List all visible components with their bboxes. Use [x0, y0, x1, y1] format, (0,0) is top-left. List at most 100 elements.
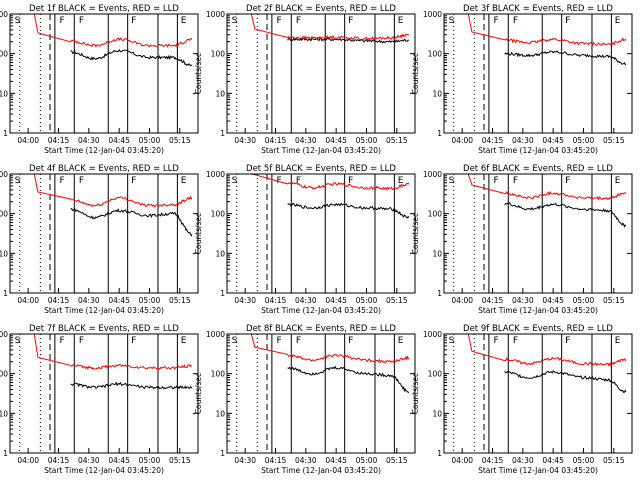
y-tick-label: 1000 [206, 330, 225, 339]
x-tick-label: 04:00 [17, 136, 39, 145]
x-tick-label: 05:00 [356, 296, 378, 305]
x-tick-label: 05:15 [603, 456, 625, 465]
y-tick-label: 10 [432, 409, 442, 418]
events-series-line [287, 365, 410, 394]
x-tick-label: 04:30 [234, 296, 256, 305]
panel-title: Det 8f BLACK = Events, RED = LLD [246, 324, 396, 334]
y-tick-label: 1 [3, 289, 8, 298]
flag-letter: F [277, 336, 282, 346]
x-tick-label: 04:15 [265, 296, 287, 305]
panel-det-2: Det 2f BLACK = Events, RED = LLD Counts/s… [194, 4, 416, 155]
y-tick-label: 100 [211, 370, 226, 379]
y-tick-label: 1 [220, 129, 225, 138]
x-axis-label: Start Time (12-Jan-04 03:45:20) [261, 146, 381, 155]
y-axis-label: Counts/sec [411, 373, 420, 414]
x-axis-label: Start Time (12-Jan-04 03:45:20) [478, 146, 598, 155]
plot-frame [443, 333, 633, 454]
flag-letter: F [60, 336, 65, 346]
y-tick-label: 1000 [423, 10, 442, 19]
y-tick-label: 1000 [0, 170, 8, 179]
flag-letter: S [15, 16, 21, 26]
events-series-line [70, 207, 193, 237]
flag-letter: F [494, 16, 499, 26]
y-tick-label: 1000 [423, 170, 442, 179]
x-tick-label: 05:00 [139, 136, 161, 145]
x-tick-label: 05:00 [139, 296, 161, 305]
x-tick-label: 05:00 [356, 136, 378, 145]
x-tick-label: 05:00 [573, 296, 595, 305]
x-axis-label: Start Time (12-Jan-04 03:45:20) [478, 466, 598, 475]
panel-det-3: Det 3f BLACK = Events, RED = LLD Counts/s… [411, 4, 633, 155]
y-tick-label: 1000 [206, 170, 225, 179]
plot-frame [9, 13, 199, 134]
x-tick-label: 04:30 [234, 136, 256, 145]
flag-letter: F [494, 176, 499, 186]
flag-letter: F [494, 336, 499, 346]
flag-letter: F [296, 176, 301, 186]
flag-letter: S [232, 176, 238, 186]
lld-series-line [251, 173, 410, 191]
flag-letter: F [565, 176, 570, 186]
x-tick-label: 04:00 [451, 136, 473, 145]
y-tick-label: 1000 [423, 330, 442, 339]
y-tick-label: 100 [0, 50, 8, 59]
x-tick-label: 04:15 [48, 136, 70, 145]
plot-frame [226, 333, 416, 454]
x-tick-label: 04:45 [325, 296, 347, 305]
flag-letter: S [232, 336, 238, 346]
x-axis-label: Start Time (12-Jan-04 03:45:20) [478, 306, 598, 315]
x-tick-label: 04:30 [295, 456, 317, 465]
y-tick-label: 100 [428, 50, 443, 59]
y-tick-label: 100 [211, 210, 226, 219]
flag-letter: F [79, 336, 84, 346]
panel-det-5: Det 5f BLACK = Events, RED = LLD Counts/s… [194, 164, 416, 315]
x-tick-label: 05:15 [386, 296, 408, 305]
y-tick-label: 10 [0, 409, 8, 418]
plot-frame [226, 13, 416, 134]
x-tick-label: 04:30 [512, 456, 534, 465]
y-tick-label: 1 [437, 289, 442, 298]
flag-letter: F [131, 16, 136, 26]
flag-letter: F [60, 176, 65, 186]
y-tick-label: 1 [3, 449, 8, 458]
x-tick-label: 04:45 [325, 456, 347, 465]
x-tick-label: 04:45 [542, 456, 564, 465]
events-series-line [287, 202, 410, 219]
x-tick-label: 04:30 [512, 136, 534, 145]
flag-letter: E [398, 16, 404, 26]
x-tick-label: 04:30 [78, 296, 100, 305]
x-tick-label: 04:30 [295, 296, 317, 305]
panel-title: Det 6f BLACK = Events, RED = LLD [463, 164, 613, 174]
x-axis-label: Start Time (12-Jan-04 03:45:20) [44, 306, 164, 315]
y-tick-label: 100 [0, 210, 8, 219]
x-tick-label: 04:00 [451, 296, 473, 305]
lld-series-line [467, 333, 627, 368]
lld-series-line [33, 173, 193, 208]
flag-letter: F [513, 16, 518, 26]
y-tick-label: 1000 [206, 10, 225, 19]
panel-title: Det 3f BLACK = Events, RED = LLD [463, 4, 613, 14]
flag-letter: F [60, 16, 65, 26]
x-tick-label: 04:45 [108, 456, 130, 465]
x-axis-label: Start Time (12-Jan-04 03:45:20) [44, 146, 164, 155]
flag-letter: F [131, 336, 136, 346]
x-tick-label: 04:00 [451, 456, 473, 465]
panel-det-8: Det 8f BLACK = Events, RED = LLD Counts/s… [194, 324, 416, 475]
lld-series-line [250, 13, 409, 42]
y-axis-label: Counts/sec [194, 53, 203, 94]
panel-title: Det 4f BLACK = Events, RED = LLD [29, 164, 179, 174]
x-axis-label: Start Time (12-Jan-04 03:45:20) [261, 306, 381, 315]
x-tick-label: 04:30 [234, 456, 256, 465]
plot-frame [9, 173, 199, 294]
y-tick-label: 10 [215, 249, 225, 258]
events-series-line [70, 49, 193, 67]
x-tick-label: 04:15 [482, 296, 504, 305]
y-tick-label: 100 [0, 370, 8, 379]
panel-det-1: Det 1f BLACK = Events, RED = LLDCounts/s… [0, 4, 199, 155]
flag-letter: E [398, 176, 404, 186]
x-tick-label: 04:30 [295, 136, 317, 145]
x-axis-label: Start Time (12-Jan-04 03:45:20) [261, 466, 381, 475]
x-tick-label: 04:45 [108, 136, 130, 145]
flag-letter: F [296, 16, 301, 26]
